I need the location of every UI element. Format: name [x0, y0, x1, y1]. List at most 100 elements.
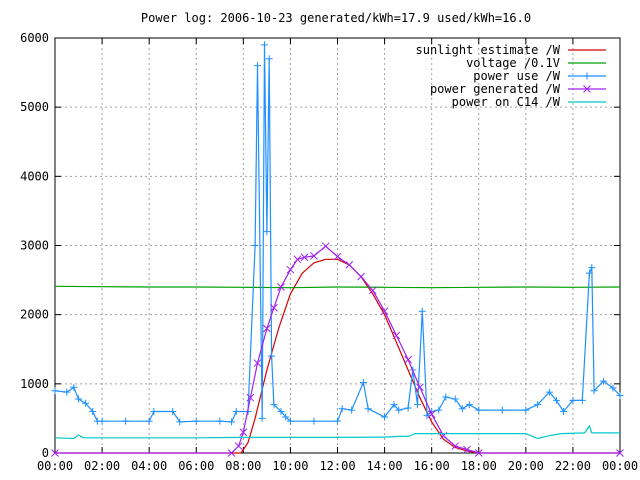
x-tick-label: 04:00 [131, 459, 167, 473]
data-point [345, 261, 354, 269]
y-tick-label: 2000 [20, 308, 49, 322]
data-point [216, 417, 224, 425]
data-point [286, 417, 294, 425]
data-point [334, 417, 341, 425]
data-point [268, 352, 276, 360]
legend-marker [583, 72, 591, 80]
legend-label: voltage /0.1V [466, 56, 560, 70]
data-point [381, 413, 389, 421]
y-tick-label: 6000 [20, 31, 49, 45]
data-point [380, 307, 389, 316]
data-point [82, 399, 90, 407]
x-tick-label: 12:00 [319, 459, 355, 473]
data-point [51, 449, 59, 457]
legend-label: power on C14 /W [452, 95, 561, 109]
data-point [263, 324, 271, 333]
data-point [545, 388, 553, 396]
data-point [392, 331, 401, 340]
data-point [150, 408, 158, 415]
data-point [416, 383, 424, 392]
data-point [404, 404, 412, 412]
data-point [98, 417, 106, 425]
data-point [552, 396, 560, 404]
data-point [300, 253, 309, 262]
data-point [286, 265, 295, 274]
series-3 [51, 242, 624, 457]
data-point [232, 408, 240, 415]
data-point [145, 417, 153, 425]
series-layer [51, 41, 624, 457]
data-point [122, 417, 130, 425]
data-point [321, 242, 330, 251]
grid [55, 38, 620, 453]
data-point [585, 269, 593, 277]
data-point [89, 408, 97, 415]
data-point [51, 387, 59, 395]
data-point [418, 307, 426, 315]
legend-label: sunlight estimate /W [416, 43, 561, 57]
data-point [498, 406, 506, 414]
data-point [176, 418, 184, 426]
x-tick-label: 22:00 [555, 459, 591, 473]
data-point [395, 406, 403, 414]
x-tick-label: 02:00 [84, 459, 120, 473]
data-point [427, 410, 436, 419]
series-line [55, 245, 620, 454]
x-tick-label: 14:00 [367, 459, 403, 473]
data-point [404, 355, 412, 364]
legend-label: power use /W [473, 69, 560, 83]
x-tick-label: 10:00 [272, 459, 308, 473]
data-point [270, 401, 278, 409]
y-tick-label: 0 [42, 446, 49, 460]
data-point [277, 408, 285, 415]
data-point [192, 417, 200, 425]
data-point [228, 418, 236, 426]
series-line [54, 285, 621, 289]
data-point [569, 396, 577, 404]
data-point [263, 228, 271, 236]
data-point [338, 405, 346, 413]
data-point [590, 387, 598, 395]
data-point [70, 383, 78, 391]
data-point [435, 406, 443, 414]
x-tick-label: 00:00 [602, 459, 638, 473]
data-point [600, 377, 608, 385]
data-point [390, 401, 398, 409]
data-point [270, 303, 278, 312]
y-tick-label: 5000 [20, 100, 49, 114]
data-point [423, 412, 431, 420]
data-point [253, 62, 261, 70]
data-point [465, 401, 473, 409]
legend-label: power generated /W [430, 82, 561, 96]
data-point [616, 392, 624, 400]
data-point [239, 428, 248, 437]
series-4 [54, 424, 620, 440]
data-point [348, 406, 356, 414]
data-point [310, 252, 318, 260]
data-point [588, 264, 596, 272]
data-point [333, 252, 342, 261]
data-point [246, 393, 255, 402]
chart-title: Power log: 2006-10-23 generated/kWh=17.9… [141, 11, 531, 25]
x-tick-label: 16:00 [414, 459, 450, 473]
data-point [578, 396, 586, 404]
data-point [609, 384, 617, 392]
x-tick-label: 06:00 [178, 459, 214, 473]
x-tick-label: 18:00 [461, 459, 497, 473]
data-point [475, 406, 483, 414]
data-point [258, 414, 266, 422]
data-point [357, 272, 365, 281]
data-point [359, 378, 367, 386]
x-tick-label: 00:00 [37, 459, 73, 473]
data-point [265, 55, 273, 63]
data-point [534, 401, 542, 409]
data-point [463, 445, 471, 454]
data-point [169, 408, 177, 415]
data-point [364, 405, 372, 413]
data-point [368, 286, 377, 295]
data-point [616, 449, 624, 457]
data-point [261, 41, 269, 49]
axes: 00:00 02:00 04:00 06:00 08:00 10:00 12:00 14:00… [20, 31, 638, 473]
